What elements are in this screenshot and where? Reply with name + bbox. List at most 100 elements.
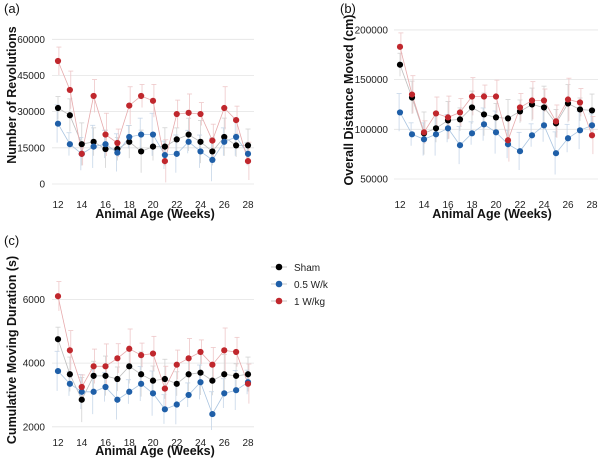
- panel-c-data-point: [149, 377, 157, 384]
- panel-a-x-tick-label: 18: [124, 200, 136, 211]
- panel-a-data-point: [90, 138, 97, 145]
- panel-c-xlabel: Animal Age (Weeks): [95, 444, 214, 458]
- panel-b-data-point: [456, 142, 464, 149]
- panel-c-grid: [52, 299, 254, 428]
- panel-b-xlabel: Animal Age (Weeks): [432, 207, 551, 221]
- panel-b-ylabel: Overall Distance Moved (cm): [342, 15, 356, 186]
- legend-marker-one: [275, 297, 283, 305]
- panel-a-data-point: [54, 120, 62, 127]
- panel-a-data-point: [161, 151, 168, 159]
- panel-b-x-tick-label: 12: [394, 200, 406, 211]
- panel-a-data-point: [209, 156, 216, 163]
- panel-a-data-point: [161, 157, 168, 165]
- panel-c-data-point: [66, 347, 73, 354]
- panel-b-data-point: [456, 109, 464, 116]
- panel-a-y-tick-label: 15000: [17, 143, 45, 154]
- panel-a-x-tick-label: 16: [100, 200, 112, 211]
- panel-a-y-tick-label: 60000: [17, 35, 45, 46]
- panel-c-data-point: [185, 371, 192, 378]
- panel-c-x-tick-label: 22: [171, 438, 183, 449]
- panel-b-data-point: [588, 132, 596, 139]
- panel-c-data-point: [149, 350, 157, 357]
- panel-c-x-tick-label: 12: [52, 438, 64, 449]
- panel-b-data-point: [408, 131, 416, 138]
- panel-b-data-point: [444, 125, 452, 132]
- panel-b-data-point: [528, 132, 536, 139]
- panel-b-points: [396, 43, 596, 157]
- panel-a-data-point: [173, 150, 180, 157]
- panel-a-data-point: [209, 148, 216, 155]
- panel-b-data-point: [576, 127, 584, 134]
- panel-a-data-point: [173, 136, 180, 143]
- panel-a-data-point: [54, 104, 62, 112]
- panel-b-data-point: [540, 122, 548, 129]
- panel-b-y-tick-label: 150000: [355, 75, 389, 86]
- panel-a-data-point: [197, 138, 204, 145]
- panel-c-data-point: [149, 390, 157, 397]
- panel-c-data-point: [102, 372, 109, 379]
- panel-a-label: (a): [4, 1, 20, 16]
- panel-a-data-point: [233, 133, 240, 141]
- panel-c-x-tick-label: 18: [124, 438, 136, 449]
- panel-b-data-point: [504, 137, 512, 144]
- panel-a-data-point: [221, 104, 228, 112]
- panel-b-data-point: [528, 97, 536, 104]
- panel-b-x-ticks: 12 14 16 18 20 22 24 26 28: [394, 200, 598, 211]
- panel-b-data-point: [540, 104, 548, 111]
- panel-a-data-point: [197, 148, 204, 155]
- panel-a-data-point: [244, 142, 252, 149]
- panel-b-x-tick-label: 20: [490, 200, 502, 211]
- panel-c-data-point: [66, 380, 73, 387]
- panel-b-data-point: [492, 129, 500, 136]
- panel-b-x-tick-label: 14: [418, 200, 430, 211]
- panel-a-data-point: [197, 110, 204, 118]
- panel-c-data-point: [126, 388, 133, 395]
- panel-c-data-point: [161, 406, 168, 413]
- panel-a: (a) Number of Revolutions Animal Age (We…: [4, 1, 254, 221]
- panel-c-data-point: [197, 379, 204, 386]
- panel-c-data-point: [221, 347, 228, 354]
- panel-c-x-ticks: 12 14 16 18 20 22 24 26 28: [52, 438, 254, 449]
- panel-c-data-point: [244, 371, 252, 378]
- panel-a-points: [54, 57, 252, 165]
- panel-c-label: (c): [4, 233, 19, 248]
- panel-a-data-point: [138, 131, 145, 138]
- panel-a-xlabel: Animal Age (Weeks): [95, 207, 214, 221]
- panel-c-data-point: [173, 380, 180, 387]
- panel-b-data-point: [468, 93, 476, 100]
- panel-c-data-point: [138, 371, 145, 378]
- panel-a-data-point: [149, 131, 157, 138]
- panel-c-data-point: [78, 388, 85, 395]
- panel-a-data-point: [78, 141, 85, 148]
- panel-a-data-point: [126, 138, 133, 145]
- panel-b-data-point: [552, 118, 560, 125]
- panel-b-data-point: [432, 125, 440, 132]
- panel-a-data-point: [185, 138, 192, 145]
- panel-c-data-point: [161, 385, 168, 392]
- panel-b-data-point: [492, 93, 500, 100]
- panel-a-data-point: [233, 142, 240, 149]
- panel-a-data-point: [114, 139, 121, 147]
- panel-c-data-point: [209, 410, 216, 418]
- panel-a-data-point: [126, 133, 133, 141]
- panel-b-data-point: [564, 135, 572, 142]
- panel-a-data-point: [126, 102, 133, 109]
- panel-a-data-point: [149, 97, 157, 104]
- legend: Sham 0.5 W/k 1 W/kg: [271, 263, 329, 308]
- panel-a-x-tick-label: 20: [147, 200, 159, 211]
- panel-b-data-point: [576, 106, 584, 113]
- panel-c-data-point: [233, 348, 240, 356]
- panel-b-x-tick-label: 22: [514, 200, 526, 211]
- legend-label-sham: Sham: [294, 263, 320, 274]
- panel-b-data-point: [456, 116, 464, 123]
- panel-c-data-point: [209, 377, 216, 384]
- panel-c-data-point: [90, 388, 97, 395]
- panel-a-y-ticks: 0 15000 30000 45000 60000: [17, 35, 45, 191]
- panel-c-data-point: [161, 375, 168, 383]
- panel-a-data-point: [102, 131, 109, 138]
- panel-c-data-point: [197, 348, 204, 356]
- panel-c-data-point: [54, 293, 62, 300]
- panel-a-data-point: [149, 143, 157, 150]
- panel-c-data-point: [221, 371, 228, 378]
- panel-c-y-tick-label: 4000: [23, 359, 46, 370]
